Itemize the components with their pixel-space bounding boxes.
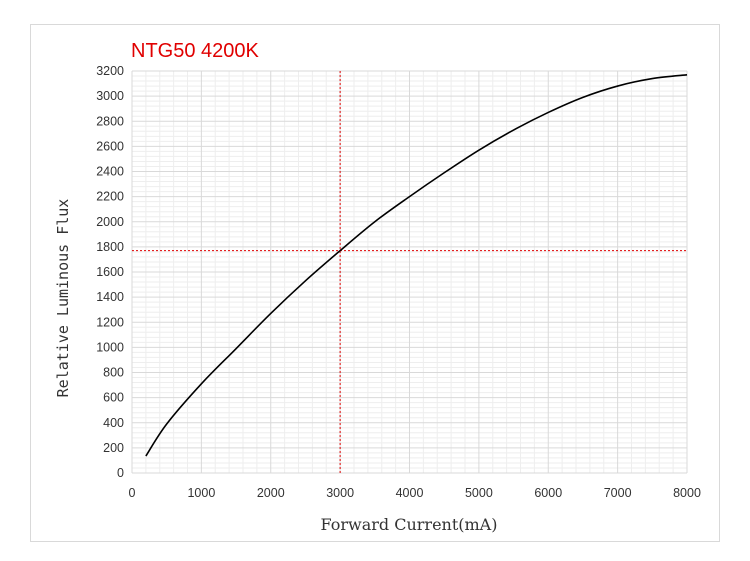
y-tick-label: 1200 <box>96 315 124 329</box>
y-tick-label: 0 <box>117 466 124 480</box>
chart-frame <box>30 24 720 542</box>
y-tick-label: 600 <box>103 391 124 405</box>
y-tick-label: 3200 <box>96 64 124 78</box>
reference-lines <box>132 71 687 473</box>
x-tick-label: 7000 <box>604 486 632 500</box>
x-axis-title: Forward Current(mA) <box>321 515 498 534</box>
series-line <box>145 73 688 457</box>
series-layer <box>145 73 688 457</box>
major-grid <box>131 70 688 474</box>
x-tick-label: 4000 <box>396 486 424 500</box>
x-tick-label: 3000 <box>326 486 354 500</box>
y-tick-label: 3000 <box>96 89 124 103</box>
x-tick-label: 2000 <box>257 486 285 500</box>
y-tick-label: 1400 <box>96 290 124 304</box>
y-tick-label: 400 <box>103 416 124 430</box>
y-tick-label: 2800 <box>96 114 124 128</box>
x-tick-label: 0 <box>129 486 136 500</box>
x-tick-labels: 0 1000 2000 3000 4000 5000 6000 7000 8000 <box>129 486 701 500</box>
y-axis-title: Relative Luminous Flux <box>54 199 72 398</box>
y-tick-label: 2000 <box>96 215 124 229</box>
y-tick-label: 800 <box>103 366 124 380</box>
y-tick-label: 1000 <box>96 340 124 354</box>
y-tick-labels: 0 200 400 600 800 1000 1200 1400 1600 1800 2000 220… <box>96 64 124 480</box>
y-tick-label: 1600 <box>96 265 124 279</box>
x-tick-label: 6000 <box>534 486 562 500</box>
x-tick-label: 1000 <box>187 486 215 500</box>
y-tick-label: 1800 <box>96 240 124 254</box>
x-tick-label: 8000 <box>673 486 701 500</box>
y-tick-label: 2200 <box>96 190 124 204</box>
y-tick-label: 200 <box>103 441 124 455</box>
y-tick-label: 2400 <box>96 165 124 179</box>
chart-title: NTG50 4200K <box>131 40 260 62</box>
y-tick-label: 2600 <box>96 139 124 153</box>
x-tick-label: 5000 <box>465 486 493 500</box>
